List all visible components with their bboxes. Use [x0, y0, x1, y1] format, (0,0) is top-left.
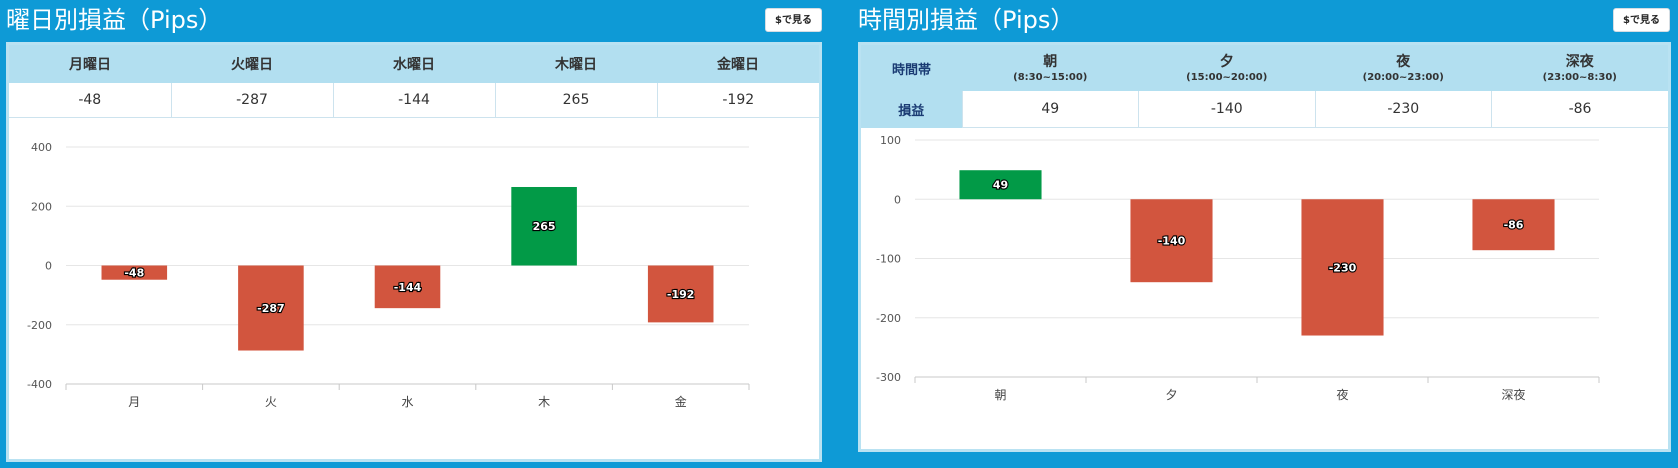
row-header-time: 時間帯: [861, 45, 962, 91]
day-card: 月曜日 火曜日 水曜日 木曜日 金曜日 -48 -287 -144 265 -1…: [6, 42, 822, 462]
time-data-label: 49: [993, 179, 1008, 192]
day-bar: [374, 265, 441, 309]
time-card: 時間帯 朝 (8:30~15:00) 夕 (15:00~20:00) 夜 (20…: [858, 42, 1671, 452]
time-bar: [959, 170, 1042, 200]
header-morning-name: 朝: [1043, 53, 1058, 70]
value-night: -230: [1314, 91, 1492, 128]
header-evening-range: (15:00~20:00): [1186, 71, 1268, 83]
day-bar: [101, 265, 168, 280]
day-currency-toggle-button[interactable]: $で見る: [765, 8, 822, 32]
day-bar: [238, 265, 304, 351]
header-evening: 夕 (15:00~20:00): [1138, 45, 1315, 91]
time-y-tick-label: 0: [894, 193, 901, 206]
time-summary-table: 時間帯 朝 (8:30~15:00) 夕 (15:00~20:00) 夜 (20…: [861, 45, 1668, 128]
time-y-tick-label: -200: [876, 312, 901, 325]
header-fri: 金曜日: [657, 45, 819, 83]
day-bar-chart: 400 200 0 -200 -400 -48 月 -287 火 -144 水 265 木 -192 金: [27, 141, 750, 409]
day-x-tick-label: 月: [128, 395, 140, 409]
day-y-tick-label: 400: [31, 141, 52, 154]
time-data-label: -230: [1329, 261, 1357, 274]
time-y-tick-label: -300: [876, 371, 901, 384]
row-header-pl: 損益: [861, 91, 962, 128]
value-thu: 265: [494, 83, 657, 118]
value-fri: -192: [656, 83, 819, 118]
time-x-tick-label: 深夜: [1501, 387, 1525, 402]
header-morning: 朝 (8:30~15:00): [962, 45, 1139, 91]
header-late-night-range: (23:00~8:30): [1542, 71, 1617, 83]
header-night-range: (20:00~23:00): [1362, 71, 1444, 83]
header-evening-name: 夕: [1219, 53, 1234, 70]
day-y-tick-label: -400: [27, 378, 52, 391]
day-y-tick-label: 200: [31, 200, 52, 213]
time-panel-title: 時間別損益（Pips）: [858, 6, 1075, 34]
day-data-label: -144: [394, 281, 422, 294]
time-y-tick-label: -100: [876, 253, 901, 266]
day-data-label: -192: [667, 288, 695, 301]
day-of-week-panel: 曜日別損益（Pips） $で見る 月曜日 火曜日 水曜日 木曜日 金曜日 -48…: [0, 0, 830, 468]
header-late-night: 深夜 (23:00~8:30): [1491, 45, 1668, 91]
time-bar-chart: 100 0 -100 -200 -300 49 朝 -140 夕 -230 夜 -86 深夜: [876, 134, 1600, 402]
value-tue: -287: [170, 83, 333, 118]
time-x-tick-label: 夕: [1165, 388, 1177, 402]
day-x-tick-label: 金: [675, 394, 687, 409]
header-mon: 月曜日: [9, 45, 171, 83]
time-data-label: -86: [1504, 219, 1524, 232]
time-y-tick-label: 100: [880, 134, 901, 147]
header-late-night-name: 深夜: [1565, 53, 1594, 70]
time-of-day-panel: 時間別損益（Pips） $で見る 時間帯 朝 (8:30~15:00) 夕 (1…: [852, 0, 1678, 468]
header-wed: 水曜日: [333, 45, 495, 83]
day-y-tick-label: 0: [45, 260, 52, 273]
day-data-label: -287: [257, 302, 285, 315]
time-data-label: -140: [1158, 235, 1186, 248]
value-mon: -48: [9, 83, 171, 118]
time-bar: [1301, 199, 1384, 336]
day-bar: [511, 186, 577, 266]
day-x-tick-label: 木: [538, 395, 550, 409]
time-x-tick-label: 朝: [994, 388, 1006, 402]
time-currency-toggle-button[interactable]: $で見る: [1613, 8, 1670, 32]
day-data-label: -48: [124, 267, 144, 280]
header-night: 夜 (20:00~23:00): [1315, 45, 1492, 91]
value-evening: -140: [1138, 91, 1315, 128]
day-y-tick-label: -200: [27, 319, 52, 332]
value-wed: -144: [332, 83, 495, 118]
header-thu: 木曜日: [495, 45, 657, 83]
time-x-tick-label: 夜: [1336, 387, 1348, 402]
time-bar: [1130, 199, 1213, 283]
day-bar: [647, 265, 714, 323]
day-x-tick-label: 火: [265, 395, 277, 409]
day-summary-table: 月曜日 火曜日 水曜日 木曜日 金曜日 -48 -287 -144 265 -1…: [9, 45, 819, 118]
value-morning: 49: [961, 91, 1139, 128]
time-bar: [1472, 199, 1555, 251]
day-panel-title: 曜日別損益（Pips）: [6, 6, 223, 34]
value-late-night: -86: [1491, 91, 1668, 128]
day-x-tick-label: 水: [401, 395, 413, 409]
header-morning-range: (8:30~15:00): [1013, 71, 1088, 83]
day-data-label: 265: [533, 220, 556, 233]
header-night-name: 夜: [1396, 53, 1411, 70]
header-tue: 火曜日: [171, 45, 333, 83]
